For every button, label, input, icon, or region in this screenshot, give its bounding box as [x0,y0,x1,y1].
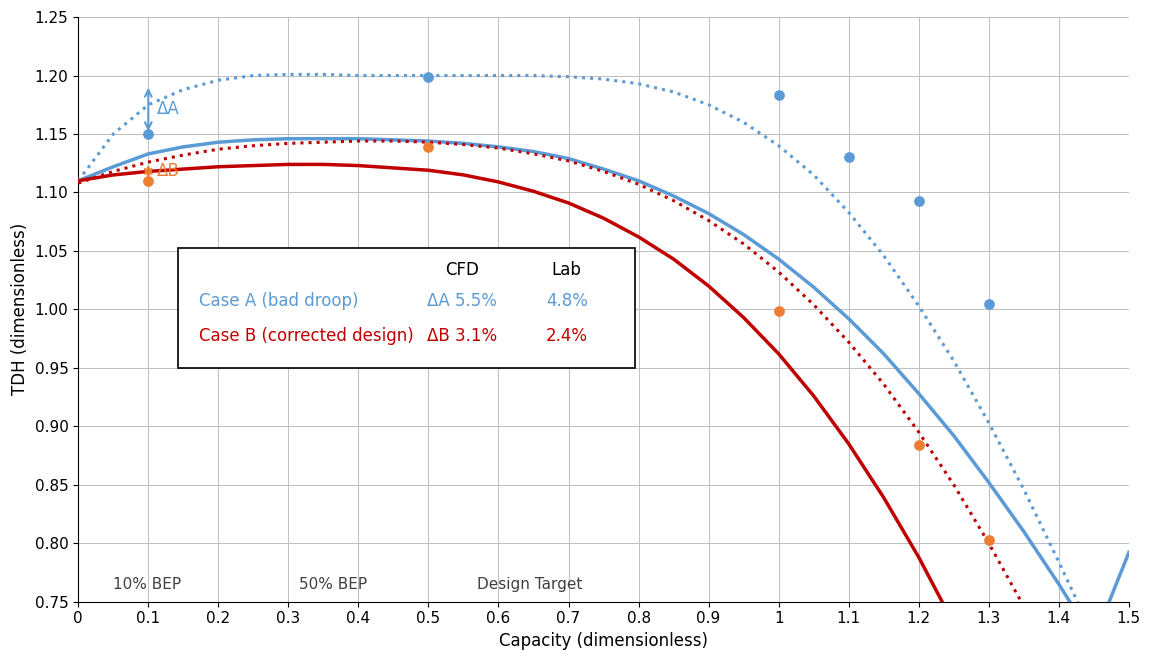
Point [139,129,158,139]
Point [979,534,998,545]
Y-axis label: TDH (dimensionless): TDH (dimensionless) [12,223,29,395]
Text: ΔB: ΔB [157,163,180,180]
Text: ΔA 5.5%: ΔA 5.5% [426,292,497,310]
Text: Lab: Lab [552,262,582,280]
Text: 2.4%: 2.4% [546,327,588,345]
Text: 50% BEP: 50% BEP [298,577,367,592]
Point [909,196,927,206]
Point [770,305,788,316]
Text: Case A (bad droop): Case A (bad droop) [199,292,358,310]
FancyBboxPatch shape [179,248,635,368]
Point [840,152,858,163]
X-axis label: Capacity (dimensionless): Capacity (dimensionless) [499,632,708,650]
Point [139,175,158,186]
Point [909,440,927,450]
Point [770,90,788,100]
Text: 4.8%: 4.8% [546,292,588,310]
Text: ΔB 3.1%: ΔB 3.1% [426,327,497,345]
Point [419,71,438,82]
Text: ΔA: ΔA [157,100,180,118]
Text: Design Target: Design Target [477,577,583,592]
Point [419,141,438,152]
Text: Case B (corrected design): Case B (corrected design) [199,327,414,345]
Point [979,298,998,309]
Text: CFD: CFD [445,262,479,280]
Text: 10% BEP: 10% BEP [113,577,181,592]
